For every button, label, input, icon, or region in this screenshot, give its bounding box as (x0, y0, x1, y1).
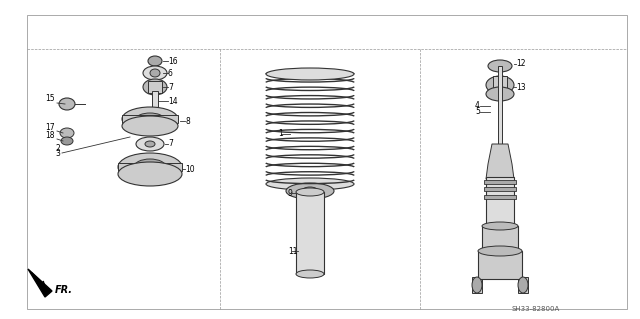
Text: 14: 14 (168, 97, 178, 106)
Text: 15: 15 (45, 94, 55, 103)
Text: 4: 4 (475, 101, 480, 110)
Text: 5: 5 (475, 108, 480, 116)
Ellipse shape (136, 137, 164, 151)
Ellipse shape (118, 153, 182, 181)
Ellipse shape (59, 98, 75, 110)
Text: 9: 9 (288, 189, 293, 197)
Ellipse shape (150, 69, 160, 77)
Text: 7: 7 (168, 139, 173, 149)
Text: SH33-82800A: SH33-82800A (512, 306, 560, 312)
FancyBboxPatch shape (122, 115, 178, 123)
Text: 12: 12 (516, 60, 525, 69)
Ellipse shape (482, 222, 518, 230)
FancyBboxPatch shape (498, 66, 502, 144)
Ellipse shape (61, 137, 73, 145)
FancyBboxPatch shape (296, 192, 324, 274)
Ellipse shape (122, 107, 178, 131)
FancyBboxPatch shape (472, 277, 482, 293)
Ellipse shape (266, 178, 354, 190)
Text: 3: 3 (55, 149, 60, 158)
FancyBboxPatch shape (484, 187, 516, 191)
FancyBboxPatch shape (478, 251, 522, 279)
Ellipse shape (136, 113, 164, 125)
Ellipse shape (488, 60, 512, 72)
Text: 18: 18 (45, 131, 55, 140)
FancyBboxPatch shape (118, 163, 182, 171)
Ellipse shape (60, 128, 74, 138)
Ellipse shape (148, 56, 162, 66)
Ellipse shape (486, 76, 514, 94)
Ellipse shape (286, 183, 334, 199)
Text: 11: 11 (288, 247, 298, 256)
FancyBboxPatch shape (152, 91, 158, 109)
FancyBboxPatch shape (484, 180, 516, 184)
Text: 2: 2 (55, 144, 60, 153)
Ellipse shape (302, 187, 318, 195)
Text: 1: 1 (278, 130, 283, 138)
FancyBboxPatch shape (148, 81, 162, 93)
Ellipse shape (122, 116, 178, 136)
Ellipse shape (266, 68, 354, 80)
Text: 16: 16 (168, 56, 178, 65)
FancyBboxPatch shape (482, 226, 518, 254)
Ellipse shape (143, 79, 167, 95)
Text: 7: 7 (168, 83, 173, 92)
Ellipse shape (143, 66, 167, 80)
FancyBboxPatch shape (518, 277, 528, 293)
Ellipse shape (478, 246, 522, 256)
Polygon shape (486, 144, 514, 179)
Ellipse shape (296, 188, 324, 196)
Ellipse shape (145, 141, 155, 147)
Ellipse shape (486, 87, 514, 101)
FancyBboxPatch shape (484, 195, 516, 199)
Ellipse shape (296, 270, 324, 278)
Text: 17: 17 (45, 123, 55, 132)
Ellipse shape (518, 277, 528, 293)
FancyBboxPatch shape (493, 76, 507, 94)
Polygon shape (28, 269, 52, 297)
Text: 10: 10 (185, 165, 195, 174)
FancyBboxPatch shape (486, 177, 514, 229)
Text: 6: 6 (168, 69, 173, 78)
Ellipse shape (118, 162, 182, 186)
Text: 13: 13 (516, 83, 525, 92)
Ellipse shape (472, 277, 482, 293)
Text: 8: 8 (185, 116, 189, 125)
Ellipse shape (134, 159, 166, 175)
Text: FR.: FR. (55, 285, 73, 295)
Ellipse shape (482, 250, 518, 258)
